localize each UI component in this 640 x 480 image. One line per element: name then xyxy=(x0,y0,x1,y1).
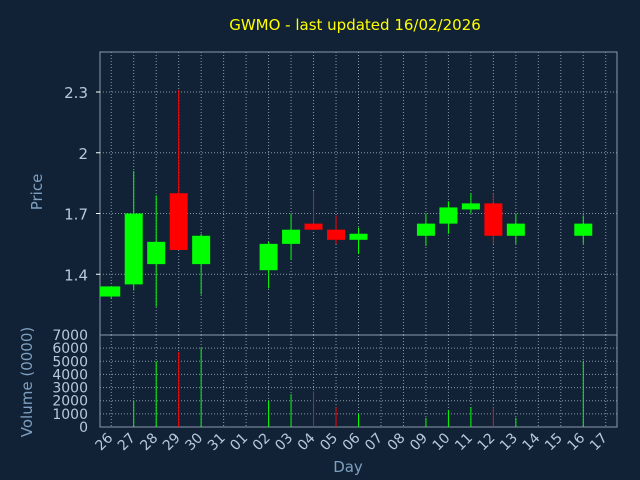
day-tick-label: 12 xyxy=(475,430,499,454)
candle-body xyxy=(304,223,323,230)
day-tick-label: 02 xyxy=(250,430,274,454)
day-tick-label: 08 xyxy=(385,430,409,454)
volume-tick-label: 1000 xyxy=(52,407,88,423)
candle-body xyxy=(439,207,458,224)
day-tick-label: 17 xyxy=(587,430,611,454)
price-panel: 1.4 1.7 2 2.3 xyxy=(64,51,618,336)
volume-tick-label: 5000 xyxy=(52,354,88,370)
candle-body xyxy=(259,243,278,271)
day-tick-label: 16 xyxy=(564,430,588,454)
day-tick-label: 05 xyxy=(317,430,341,454)
price-tick-label: 1.4 xyxy=(64,266,88,284)
candle-body xyxy=(506,223,525,236)
day-tick-label: 03 xyxy=(272,430,296,454)
price-axis-label: Price xyxy=(28,174,46,211)
candle-body xyxy=(100,286,121,297)
price-tick-label: 2 xyxy=(78,145,88,163)
day-tick-label: 10 xyxy=(430,430,454,454)
day-tick-label: 11 xyxy=(452,430,476,454)
volume-tick-label: 7000 xyxy=(52,328,88,344)
day-tick-label: 31 xyxy=(205,430,229,454)
volume-tick-label: 6000 xyxy=(52,341,88,357)
day-tick-label: 28 xyxy=(137,430,161,454)
day-tick-label: 09 xyxy=(407,430,431,454)
candle-body xyxy=(282,229,301,244)
candle-body xyxy=(484,203,503,236)
day-tick-label: 04 xyxy=(295,430,319,454)
chart-title: GWMO - last updated 16/02/2026 xyxy=(229,16,481,34)
x-axis-label: Day xyxy=(333,458,363,476)
day-tick-label: 07 xyxy=(362,430,386,454)
volume-axis-label: Volume (0000) xyxy=(18,327,36,437)
day-tick-label: 13 xyxy=(497,430,521,454)
volume-tick-label: 0 xyxy=(79,420,88,436)
candle-body xyxy=(574,223,593,236)
day-tick-label: 06 xyxy=(340,430,364,454)
candle-body xyxy=(349,233,368,240)
price-tick-label: 2.3 xyxy=(64,84,88,102)
candle-body xyxy=(327,229,346,240)
day-tick-label: 01 xyxy=(227,430,251,454)
day-tick-label: 27 xyxy=(115,430,139,454)
volume-tick-label: 3000 xyxy=(52,381,88,397)
day-tick-label: 30 xyxy=(182,430,206,454)
day-tick-label: 14 xyxy=(520,430,544,454)
candle-body xyxy=(416,223,435,236)
day-tick-label: 26 xyxy=(92,430,116,454)
candle-body xyxy=(124,213,143,285)
volume-tick-label: 4000 xyxy=(52,367,88,383)
day-tick-label: 29 xyxy=(160,430,184,454)
candle-body xyxy=(147,241,166,265)
volume-tick-label: 2000 xyxy=(52,394,88,410)
price-tick-label: 1.7 xyxy=(64,206,88,224)
candle-body xyxy=(192,235,211,265)
candle-body xyxy=(461,203,480,210)
candle-body xyxy=(169,193,188,250)
day-tick-label: 15 xyxy=(542,430,566,454)
